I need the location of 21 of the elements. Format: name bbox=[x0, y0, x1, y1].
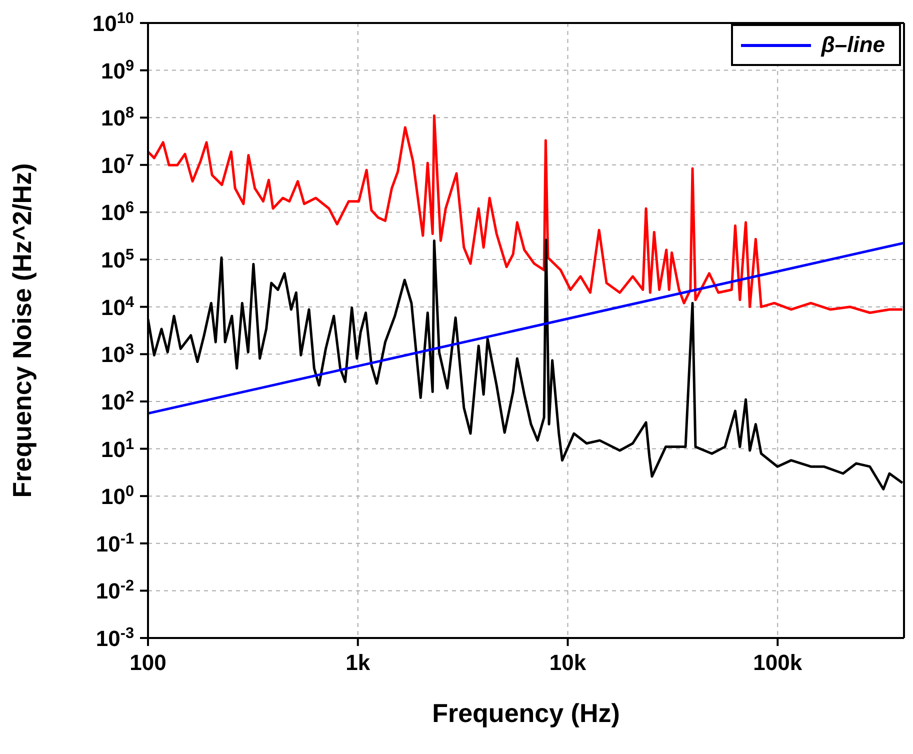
x-tick-label: 10k bbox=[549, 650, 587, 675]
y-tick-label: 10$^{4}$ bbox=[100, 293, 134, 320]
y-axis-title: Frequency Noise (Hz^2/Hz) bbox=[7, 163, 38, 498]
y-tick-label: 10$^{6}$ bbox=[100, 198, 134, 226]
x-axis-title: Frequency (Hz) bbox=[432, 698, 620, 728]
x-tick-label: 100k bbox=[753, 650, 803, 675]
x-tick-label: 100 bbox=[130, 650, 166, 675]
y-tick-label: 10$^{-2}$ bbox=[96, 577, 134, 604]
y-tick-label: 10$^{10}$ bbox=[92, 10, 134, 36]
y-tick-label: 10$^{-1}$ bbox=[96, 530, 134, 556]
x-tick-label: 1k bbox=[346, 650, 371, 675]
legend-label: β–line bbox=[821, 32, 885, 58]
y-tick-label: 10$^{-3}$ bbox=[96, 624, 134, 651]
y-tick-label: 10$^{0}$ bbox=[100, 482, 134, 510]
y-tick-label: 10$^{8}$ bbox=[100, 104, 134, 131]
y-tick-label: 10$^{3}$ bbox=[100, 340, 134, 368]
y-tick-label: 10$^{9}$ bbox=[100, 56, 134, 84]
y-tick-label: 10$^{2}$ bbox=[100, 388, 134, 414]
y-tick-label: 10$^{5}$ bbox=[100, 246, 134, 273]
y-tick-label: 10$^{1}$ bbox=[100, 435, 134, 462]
y-tick-label: 10$^{7}$ bbox=[100, 151, 134, 178]
